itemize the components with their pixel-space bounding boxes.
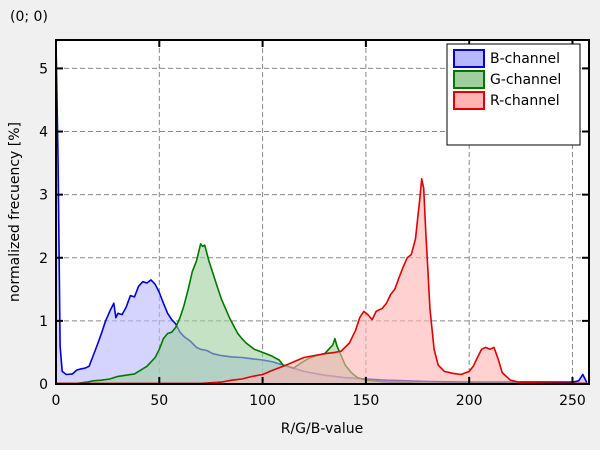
series-layer: [55, 39, 588, 385]
x-tick-label: 150: [353, 393, 380, 409]
b-channel-legend-label: B-channel: [490, 51, 560, 67]
x-tick-label: 200: [456, 393, 483, 409]
y-axis-label: normalized frecuency [%]: [7, 122, 23, 302]
coordinate-readout: (0; 0): [10, 9, 48, 25]
y-tick-label: 5: [39, 61, 48, 77]
x-tick-label: 50: [150, 393, 168, 409]
b-channel-area: [56, 40, 587, 384]
g-channel-legend-label: G-channel: [490, 72, 561, 88]
g-channel-legend-swatch: [453, 70, 485, 89]
y-tick-label: 2: [39, 251, 48, 267]
b-channel-legend-swatch: [453, 49, 485, 68]
x-axis-label: R/G/B-value: [281, 421, 364, 437]
y-tick-label: 1: [39, 314, 48, 330]
plot-frame: [55, 39, 590, 385]
y-tick-label: 3: [39, 188, 48, 204]
x-tick-label: 100: [249, 393, 276, 409]
x-tick-label: 0: [52, 393, 61, 409]
x-tick-label: 250: [559, 393, 586, 409]
r-channel-legend-label: R-channel: [490, 93, 560, 109]
y-tick-label: 0: [39, 377, 48, 393]
axis-ticks: 0 50 100 150 200 250 0 1 2 3 4 5: [39, 40, 589, 409]
y-tick-label: 4: [39, 125, 48, 141]
r-channel-legend-swatch: [453, 91, 485, 110]
g-channel-line: [56, 243, 587, 385]
g-channel-area: [56, 243, 587, 384]
legend[interactable]: B-channel G-channel R-channel: [446, 43, 581, 146]
r-channel-line: [56, 178, 587, 385]
